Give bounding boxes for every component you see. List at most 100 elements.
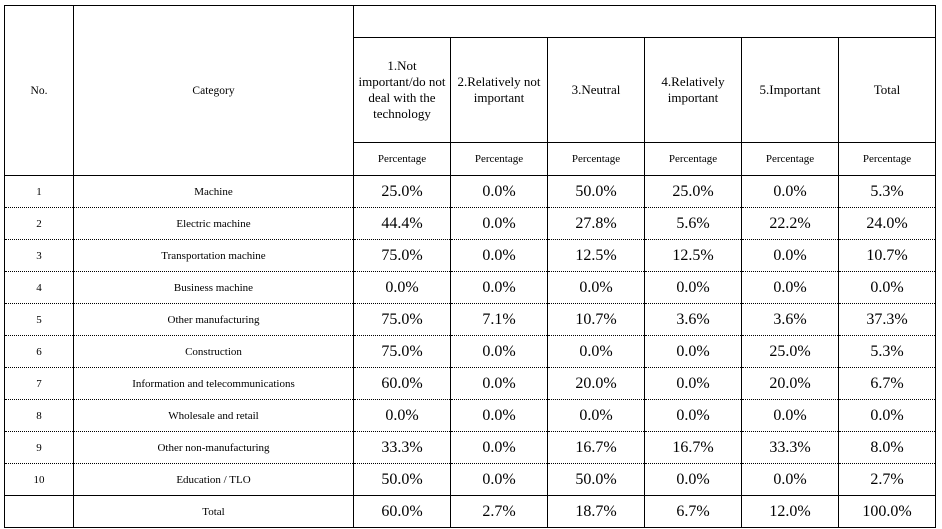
header-sub-row: Percentage Percentage Percentage Percent… <box>5 142 936 176</box>
cell-value-total: 0.0% <box>838 271 936 304</box>
cell-value-total: 0.0% <box>838 399 936 432</box>
sub-header-4: Percentage <box>644 142 742 176</box>
cell-value: 0.0% <box>450 367 548 400</box>
total-no-cell <box>4 495 74 528</box>
total-row: Total 60.0% 2.7% 18.7% 6.7% 12.0% 100.0% <box>4 495 936 528</box>
cell-value: 0.0% <box>644 271 742 304</box>
cell-value: 16.7% <box>644 431 742 464</box>
row-category: Information and telecommunications <box>73 367 354 400</box>
cell-value: 33.3% <box>741 431 839 464</box>
row-number: 6 <box>4 335 74 368</box>
column-header-total: Total <box>838 37 936 143</box>
no-header: No. <box>4 5 74 176</box>
table-row: 1 Machine 25.0% 0.0% 50.0% 25.0% 0.0% 5.… <box>4 175 936 208</box>
column-header-4: 4.Relatively important <box>644 37 742 143</box>
total-value: 12.0% <box>741 495 839 528</box>
survey-table: No. Category 1.Not important/do not deal… <box>4 5 936 528</box>
row-category: Wholesale and retail <box>73 399 354 432</box>
cell-value: 0.0% <box>450 431 548 464</box>
cell-value: 25.0% <box>353 175 451 208</box>
sub-header-total: Percentage <box>838 142 936 176</box>
cell-value: 5.6% <box>644 207 742 240</box>
cell-value: 25.0% <box>741 335 839 368</box>
cell-value: 33.3% <box>353 431 451 464</box>
table-row: 6 Construction 75.0% 0.0% 0.0% 0.0% 25.0… <box>4 335 936 368</box>
row-category: Construction <box>73 335 354 368</box>
cell-value: 0.0% <box>741 271 839 304</box>
cell-value: 3.6% <box>644 303 742 336</box>
cell-value: 0.0% <box>353 399 451 432</box>
cell-value-total: 5.3% <box>838 335 936 368</box>
cell-value: 7.1% <box>450 303 548 336</box>
cell-value: 0.0% <box>450 335 548 368</box>
cell-value: 0.0% <box>547 335 645 368</box>
cell-value: 0.0% <box>741 463 839 496</box>
cell-value-total: 2.7% <box>838 463 936 496</box>
top-blank-header <box>353 5 936 38</box>
row-number: 5 <box>4 303 74 336</box>
cell-value-total: 10.7% <box>838 239 936 272</box>
row-number: 9 <box>4 431 74 464</box>
row-category: Education / TLO <box>73 463 354 496</box>
cell-value: 22.2% <box>741 207 839 240</box>
cell-value: 0.0% <box>450 175 548 208</box>
table-row: 4 Business machine 0.0% 0.0% 0.0% 0.0% 0… <box>4 271 936 304</box>
row-category: Other manufacturing <box>73 303 354 336</box>
cell-value: 12.5% <box>547 239 645 272</box>
column-header-2: 2.Relatively not important <box>450 37 548 143</box>
cell-value-total: 8.0% <box>838 431 936 464</box>
cell-value: 27.8% <box>547 207 645 240</box>
total-value: 60.0% <box>353 495 451 528</box>
cell-value-total: 24.0% <box>838 207 936 240</box>
cell-value: 0.0% <box>644 463 742 496</box>
cell-value: 20.0% <box>741 367 839 400</box>
cell-value: 0.0% <box>450 463 548 496</box>
row-number: 2 <box>4 207 74 240</box>
cell-value: 3.6% <box>741 303 839 336</box>
cell-value: 60.0% <box>353 367 451 400</box>
table-row: 3 Transportation machine 75.0% 0.0% 12.5… <box>4 239 936 272</box>
column-header-3: 3.Neutral <box>547 37 645 143</box>
cell-value: 0.0% <box>644 367 742 400</box>
cell-value: 0.0% <box>741 175 839 208</box>
cell-value-total: 5.3% <box>838 175 936 208</box>
total-value: 6.7% <box>644 495 742 528</box>
row-category: Machine <box>73 175 354 208</box>
table-row: 7 Information and telecommunications 60.… <box>4 367 936 400</box>
cell-value: 0.0% <box>547 271 645 304</box>
cell-value: 0.0% <box>547 399 645 432</box>
cell-value: 0.0% <box>450 207 548 240</box>
row-number: 8 <box>4 399 74 432</box>
total-value: 18.7% <box>547 495 645 528</box>
table-row: 5 Other manufacturing 75.0% 7.1% 10.7% 3… <box>4 303 936 336</box>
cell-value: 50.0% <box>353 463 451 496</box>
row-number: 7 <box>4 367 74 400</box>
cell-value: 12.5% <box>644 239 742 272</box>
total-value-grand: 100.0% <box>838 495 936 528</box>
table-row: 8 Wholesale and retail 0.0% 0.0% 0.0% 0.… <box>4 399 936 432</box>
total-value: 2.7% <box>450 495 548 528</box>
category-header: Category <box>73 5 354 176</box>
row-category: Other non-manufacturing <box>73 431 354 464</box>
sub-header-1: Percentage <box>353 142 451 176</box>
cell-value: 50.0% <box>547 463 645 496</box>
table-row: 10 Education / TLO 50.0% 0.0% 50.0% 0.0%… <box>4 463 936 496</box>
sub-header-3: Percentage <box>547 142 645 176</box>
cell-value: 25.0% <box>644 175 742 208</box>
cell-value: 75.0% <box>353 239 451 272</box>
column-header-5: 5.Important <box>741 37 839 143</box>
cell-value: 0.0% <box>450 239 548 272</box>
row-category: Business machine <box>73 271 354 304</box>
sub-header-5: Percentage <box>741 142 839 176</box>
row-number: 4 <box>4 271 74 304</box>
cell-value: 0.0% <box>353 271 451 304</box>
table-container: No. Category 1.Not important/do not deal… <box>4 5 936 528</box>
cell-value: 75.0% <box>353 335 451 368</box>
cell-value: 16.7% <box>547 431 645 464</box>
cell-value: 0.0% <box>450 399 548 432</box>
cell-value: 50.0% <box>547 175 645 208</box>
cell-value: 20.0% <box>547 367 645 400</box>
row-number: 10 <box>4 463 74 496</box>
cell-value: 0.0% <box>741 239 839 272</box>
cell-value: 44.4% <box>353 207 451 240</box>
